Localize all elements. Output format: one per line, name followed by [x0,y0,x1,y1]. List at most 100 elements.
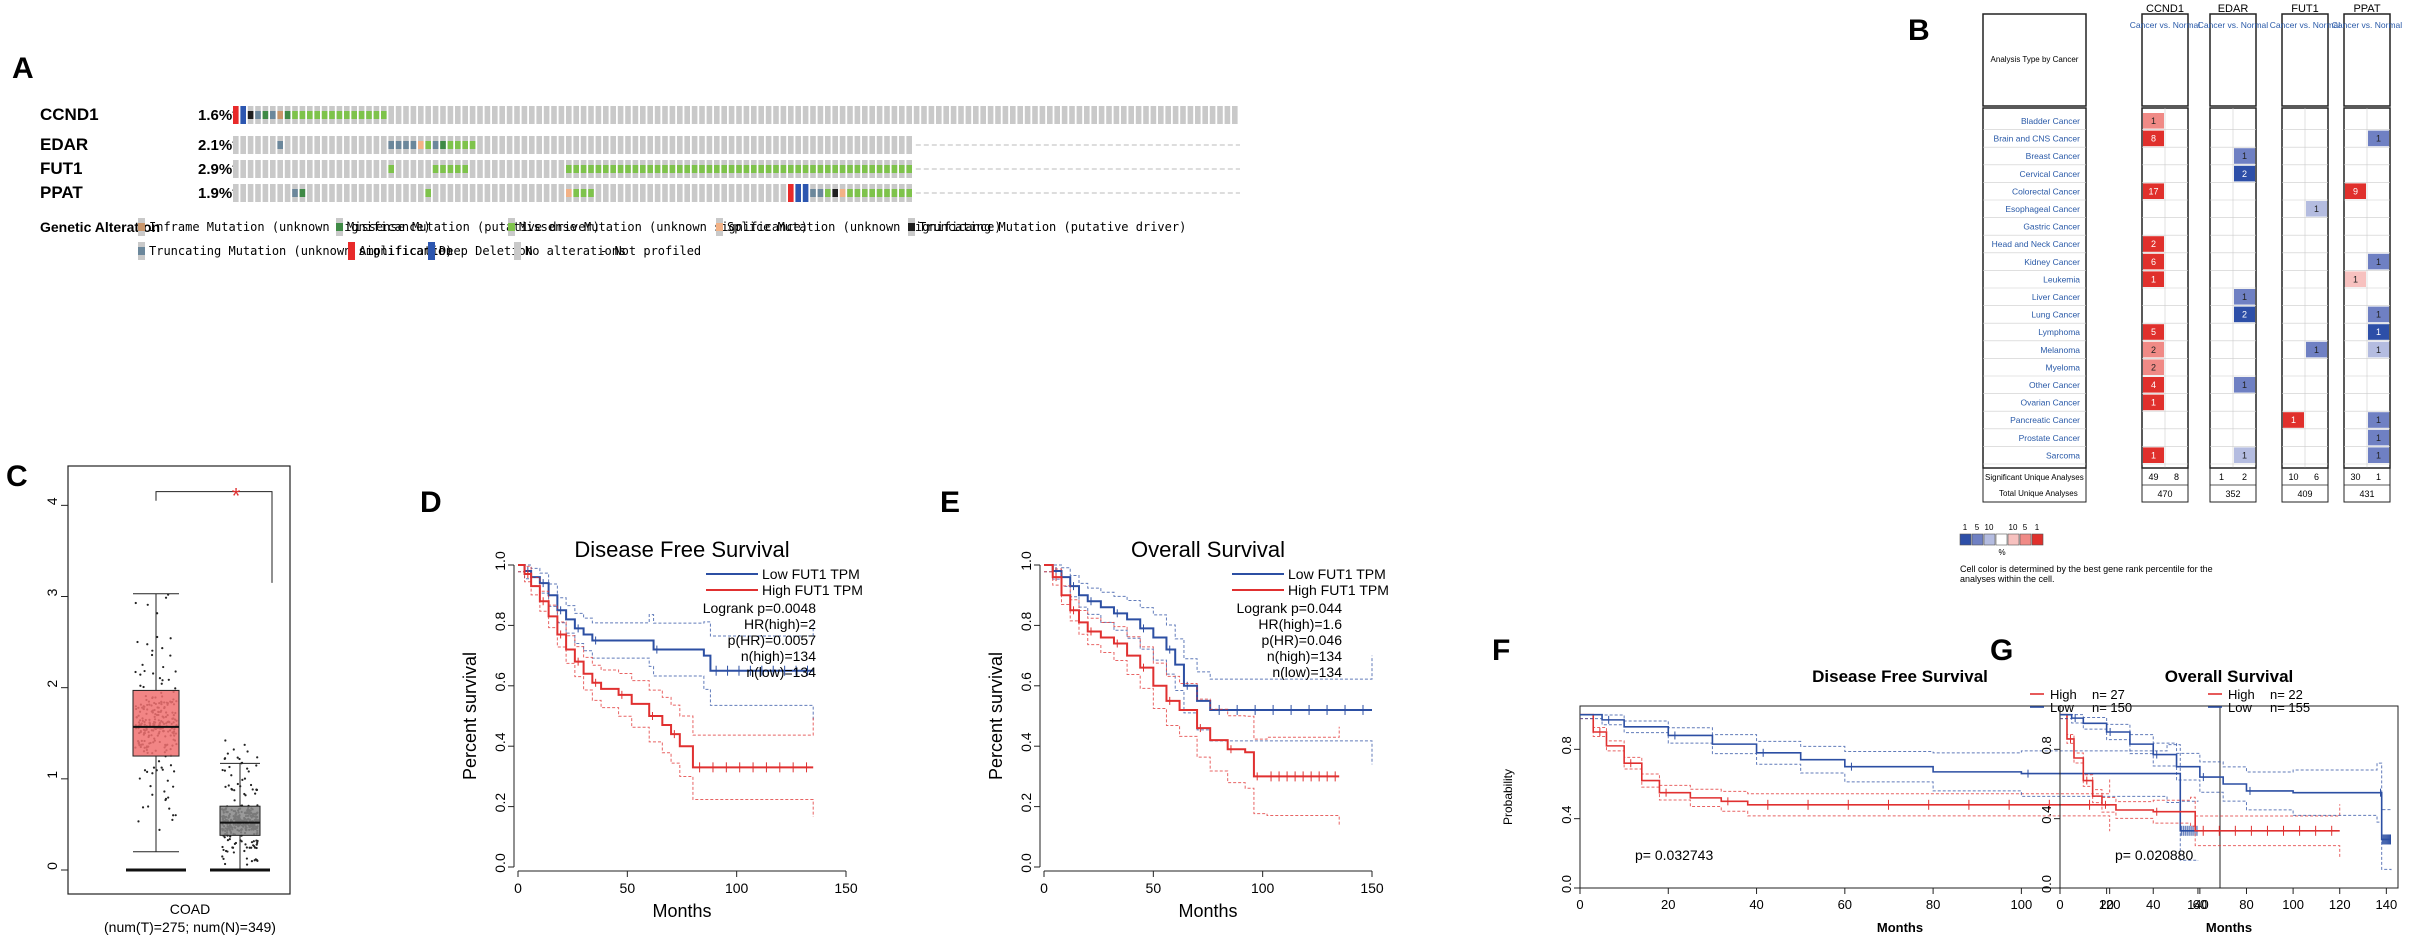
y-tick-label: 0 [44,862,60,870]
oncoprint-cell [329,160,335,178]
jitter-point [160,682,163,685]
oncoprint-cell [403,184,409,202]
jitter-point [174,687,177,690]
jitter-point [151,793,154,796]
gene-header-box [2141,13,2189,107]
legend-label: Splice Mutation (unknown significance) [727,220,1002,234]
oncoprint-mutation-mark [869,189,875,197]
jitter-point [143,669,146,673]
jitter-point [254,858,257,861]
oncoprint-cell [469,106,476,124]
oncoprint-cell [425,106,431,124]
sig-value: 2 [2242,472,2247,482]
oncoprint-cell [802,106,809,124]
oncoprint-mutation-mark [699,165,705,173]
jitter-point [143,769,147,772]
jitter-point [152,672,155,675]
oncoprint-cell [610,106,616,124]
oncoprint-cell [743,106,750,124]
jitter-point [246,750,249,753]
jitter-point [134,670,137,674]
x-tick-label: 0 [1576,897,1583,912]
panel-letter-b: B [1908,14,1930,47]
x-tick-label: 20 [1661,897,1675,912]
oncoprint-cell [329,136,335,154]
oncoprint-cell [603,184,609,202]
jitter-point [226,752,229,755]
oncomine-cell-value: 8 [2151,134,2156,144]
oncoprint-cell [654,136,661,154]
oncoprint-cell [418,184,424,202]
panel-letter-d: D [420,486,442,519]
jitter-point [251,788,254,791]
oncoprint-mutation-mark [876,165,883,173]
jitter-point [230,787,233,791]
oncoprint-cell [247,184,254,202]
jitter-point [230,774,233,777]
oncoprint-cell [1202,106,1208,124]
oncoprint-mutation-mark [839,189,846,197]
x-tick-label: 50 [1146,880,1162,896]
jitter-point [169,764,173,767]
oncoprint-cell [1135,106,1142,124]
oncoprint-cell [351,136,357,154]
oncoprint-mutation-mark [299,189,306,197]
oncoprint-cell [640,184,646,202]
oncoprint-cell [255,184,261,202]
oncoprint-cell [788,136,794,154]
legend-title: Genetic Alteration [40,219,160,235]
gene-column-title: FUT1 [2291,3,2319,15]
survival-curve [1044,564,1340,778]
oncomine-cell-value: 1 [2376,433,2381,443]
scale-number: 1 [1963,523,1968,532]
oncoprint-mutation-mark [580,189,587,197]
oncoprint-cell [625,184,631,202]
x-tick-label: 80 [2239,897,2253,912]
jitter-point [236,756,239,759]
oncomine-cell [2345,271,2366,287]
oncoprint-cell [395,160,402,178]
jitter-point [238,757,241,761]
legend-swatch-fill [138,223,145,231]
oncoprint-mutation-mark [351,111,357,119]
jitter-point [250,859,254,863]
y-tick-label: 0.0 [1559,875,1574,893]
oncoprint-cell [973,106,979,124]
oncomine-cell-value: 1 [2242,151,2247,161]
oncoprint-mutation-mark [899,189,905,197]
jitter-point [241,778,244,781]
km-plot-os-kmplotter: 0 20 40 60 80 100 120 140 0.0 0.4 0.8 Overall Survi… [2039,667,2399,935]
cancer-type-label: Gastric Cancer [2023,222,2080,232]
oncoprint-mutation-mark [469,141,476,149]
jitter-point [245,863,249,866]
jitter-point [254,792,257,795]
oncoprint-cell [351,160,357,178]
oncoprint-mutation-mark [462,141,468,149]
oncoprint-cell [1224,106,1231,124]
oncoprint-cell [677,136,683,154]
oncomine-cell-value: 1 [2376,415,2381,425]
x-tick-label: 100 [2282,897,2304,912]
oncoprint-cell [876,106,883,124]
oncomine-cell-value: 1 [2242,450,2247,460]
legend-swatch-fill [138,247,145,255]
oncoprint-cell [691,184,698,202]
oncoprint-cell [536,106,542,124]
oncoprint-cell [255,160,261,178]
oncoprint-cell [1158,106,1164,124]
oncoprint-cell [817,106,824,124]
significance-star: * [232,484,241,509]
chart-title: Disease Free Survival [1812,667,1988,686]
oncoprint-cell [262,184,269,202]
oncoprint-cell [499,106,505,124]
legend-label: High [2228,687,2255,702]
oncomine-cell [2143,113,2164,129]
oncoprint-mutation-mark [795,165,801,173]
oncoprint-mutation-mark [277,141,283,149]
box [132,689,180,757]
ci-lower [2060,718,2392,871]
oncoprint-cell [373,136,380,154]
oncoprint-cell [233,160,239,178]
jitter-point [161,679,164,682]
oncoprint-mutation-mark [891,165,898,173]
